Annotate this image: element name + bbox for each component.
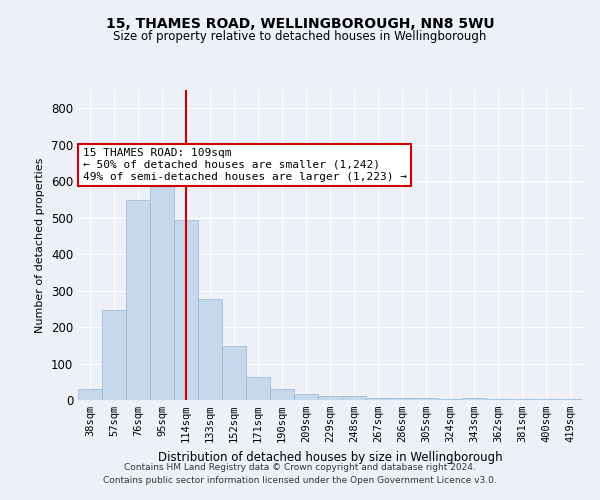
- Bar: [222, 346, 246, 400]
- Bar: [414, 398, 438, 400]
- Bar: [342, 396, 366, 400]
- Bar: [318, 396, 342, 400]
- Bar: [150, 178, 174, 400]
- Y-axis label: Number of detached properties: Number of detached properties: [35, 158, 46, 332]
- Bar: [174, 220, 198, 400]
- Bar: [366, 398, 390, 400]
- Bar: [198, 299, 222, 400]
- Text: Size of property relative to detached houses in Wellingborough: Size of property relative to detached ho…: [113, 30, 487, 43]
- Text: 15, THAMES ROAD, WELLINGBOROUGH, NN8 5WU: 15, THAMES ROAD, WELLINGBOROUGH, NN8 5WU: [106, 18, 494, 32]
- Text: Contains public sector information licensed under the Open Government Licence v3: Contains public sector information licen…: [103, 476, 497, 485]
- Bar: [390, 398, 414, 400]
- Text: 15 THAMES ROAD: 109sqm
← 50% of detached houses are smaller (1,242)
49% of semi-: 15 THAMES ROAD: 109sqm ← 50% of detached…: [83, 148, 407, 182]
- Bar: [462, 398, 486, 400]
- X-axis label: Distribution of detached houses by size in Wellingborough: Distribution of detached houses by size …: [158, 450, 502, 464]
- Bar: [102, 310, 126, 400]
- Bar: [126, 200, 150, 400]
- Bar: [246, 378, 270, 400]
- Bar: [294, 394, 318, 400]
- Bar: [270, 389, 294, 400]
- Bar: [78, 389, 102, 400]
- Text: Contains HM Land Registry data © Crown copyright and database right 2024.: Contains HM Land Registry data © Crown c…: [124, 464, 476, 472]
